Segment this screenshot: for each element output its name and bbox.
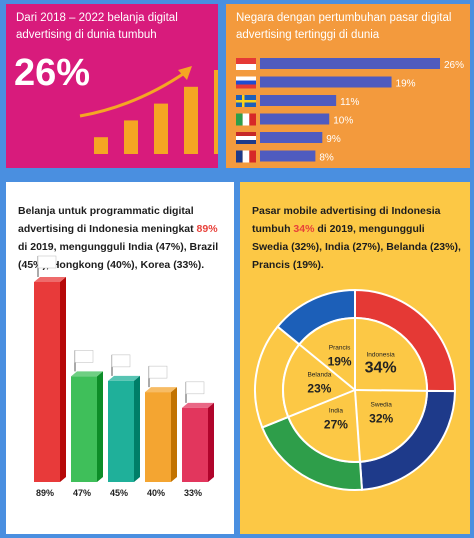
arrow-head-icon — [178, 66, 192, 80]
bar-side — [208, 402, 214, 482]
sweden-flag-cross-v — [242, 95, 245, 107]
country-bar — [260, 113, 330, 125]
bar-value-label: 26% — [444, 60, 464, 71]
bar-top — [71, 371, 103, 377]
growth-bar — [214, 70, 218, 154]
slice-divider — [354, 389, 362, 462]
belanda-flag-icon — [236, 140, 256, 144]
slice-name-label: Indonesia — [367, 352, 396, 359]
country-bar — [260, 76, 392, 88]
growth-bar — [184, 86, 198, 154]
slice-value-label: 32% — [369, 412, 393, 426]
country-bar — [182, 407, 208, 482]
bar-value-label: 45% — [110, 488, 128, 498]
italy-flag-icon — [242, 113, 250, 126]
slice-divider — [287, 389, 356, 418]
italy-flag-icon — [249, 113, 256, 126]
bar-top — [34, 277, 66, 282]
bar-top — [108, 375, 140, 381]
bar-top — [145, 387, 177, 393]
country-bar — [260, 150, 316, 162]
france-flag-icon — [242, 150, 250, 163]
panel-title: Negara dengan pertumbuhan pasar digital … — [236, 12, 452, 41]
flag-icon — [148, 365, 168, 379]
highlight-value: 89% — [196, 223, 218, 235]
panel-text: Belanja untuk programmatic digital adver… — [18, 202, 224, 274]
text-after: di 2019, mengungguli India (47%), Brazil… — [18, 241, 219, 271]
flag-icon — [37, 255, 57, 269]
text-after: di 2019, mengungguli Swedia (32%), India… — [252, 223, 461, 271]
france-flag-icon — [249, 150, 256, 163]
country-bar — [145, 392, 171, 482]
sweden-flag-cross-h — [236, 100, 256, 103]
bar-side — [97, 371, 103, 482]
country-bar — [260, 95, 337, 106]
rusia-flag-icon — [236, 80, 256, 85]
slice-divider — [298, 343, 356, 391]
panel-mobile: Pasar mobile advertising di Indonesia tu… — [240, 182, 470, 534]
text-before: Belanja untuk programmatic digital adver… — [18, 205, 197, 235]
growth-arrow-line — [79, 70, 187, 118]
indonesia-flag-icon — [236, 58, 256, 64]
country-bar — [260, 132, 323, 143]
growth-bar — [154, 103, 168, 154]
flag-icon — [185, 381, 205, 395]
bar-side — [171, 387, 177, 482]
bar-value-label: 10% — [333, 116, 353, 127]
bar-value-label: 89% — [36, 488, 54, 498]
belanda-flag-icon — [236, 136, 256, 140]
big-value: 26% — [14, 52, 91, 94]
rusia-flag-icon — [236, 76, 256, 81]
country-growth-chart: 26% 19% 11% 10% 9% 8% — [236, 58, 464, 164]
country-bar — [34, 282, 60, 482]
slice-value-label: 19% — [328, 354, 352, 368]
slice-divider — [354, 389, 428, 392]
bar-side — [60, 277, 66, 482]
panel-global-growth: Dari 2018 – 2022 belanja digital adverti… — [6, 4, 218, 168]
slice-value-label: 27% — [324, 418, 348, 432]
text-before: Pasar mobile advertising di Indonesia tu… — [252, 205, 441, 235]
flag-icon — [111, 354, 131, 368]
france-flag-icon — [236, 150, 243, 163]
bar-value-label: 8% — [319, 153, 334, 164]
slice-value-label: 34% — [365, 360, 397, 377]
country-bar — [260, 58, 440, 69]
rusia-flag-icon — [236, 84, 256, 89]
slice-name-label: Belanda — [307, 372, 331, 379]
growth-bar — [94, 137, 108, 154]
country-bar — [71, 376, 97, 482]
bar-value-label: 19% — [396, 79, 416, 90]
highlight-value: 34% — [293, 223, 315, 235]
bar-value-label: 33% — [184, 488, 202, 498]
slice-name-label: India — [329, 408, 343, 415]
programmatic-chart: 89% 47% 45% 40% 33% — [34, 255, 214, 498]
panel-programmatic: Belanja untuk programmatic digital adver… — [6, 182, 234, 534]
bar-value-label: 11% — [340, 97, 359, 108]
panel-country-growth: Negara dengan pertumbuhan pasar digital … — [226, 4, 470, 168]
growth-chart — [79, 66, 218, 154]
bar-value-label: 47% — [73, 488, 91, 498]
flag-icon — [74, 350, 94, 363]
slice-value-label: 23% — [307, 382, 331, 396]
bar-value-label: 9% — [326, 134, 341, 145]
slice-name-label: Prancis — [329, 344, 351, 351]
bar-top — [182, 402, 214, 408]
country-bar — [108, 380, 134, 482]
bar-value-label: 40% — [147, 488, 165, 498]
panel-title: Dari 2018 – 2022 belanja digital adverti… — [16, 12, 178, 41]
italy-flag-icon — [236, 113, 243, 126]
panel-text: Pasar mobile advertising di Indonesia tu… — [252, 202, 462, 274]
growth-bar — [124, 120, 138, 154]
slice-name-label: Swedia — [371, 402, 393, 409]
belanda-flag-icon — [236, 132, 256, 136]
bar-side — [134, 375, 140, 482]
indonesia-flag-icon — [236, 64, 256, 70]
